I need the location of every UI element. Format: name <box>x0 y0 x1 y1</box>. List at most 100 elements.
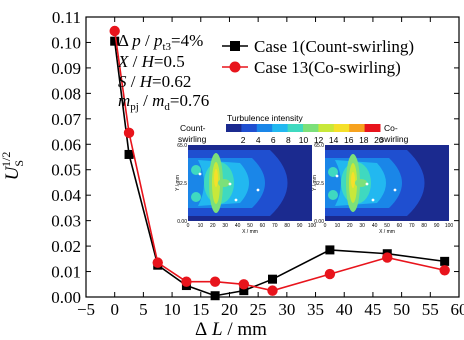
inset-x-tick-left: 90 <box>297 223 303 229</box>
annotation-mass-ratio: mpj / md=0.76 <box>118 91 209 113</box>
data-point-case1 <box>210 291 220 301</box>
co-swirling-label-line1: Co- <box>384 123 398 133</box>
colorbar-tick-label: 12 <box>314 135 324 145</box>
inset-x-axis-label-left: X / mm <box>242 229 258 235</box>
colorbar-tick-label: 8 <box>286 135 291 145</box>
colorbar-tick-label: 2 <box>241 135 246 145</box>
x-tick-label: 50 <box>393 300 410 319</box>
contour-panel-co-swirling <box>325 145 449 221</box>
data-point-case13 <box>267 285 278 296</box>
x-tick-label: 35 <box>307 300 324 319</box>
co-swirling-label-line2: swirling <box>380 134 409 144</box>
legend-label-case1: Case 1(Count-swirling) <box>254 37 414 56</box>
data-point-case1 <box>239 286 249 296</box>
axes: −5 0 5 10 15 20 25 30 35 40 45 50 55 600.000.010.020.… <box>51 8 464 319</box>
colorbar-title: Turbulence intensity <box>227 113 304 123</box>
x-tick-label: 45 <box>364 300 381 319</box>
y-tick-label: 0.09 <box>51 59 81 78</box>
x-tick-label: 5 <box>139 300 148 319</box>
legend-marker-case1 <box>230 41 240 51</box>
x-tick-label: 10 <box>164 300 181 319</box>
data-point-case1 <box>325 245 335 255</box>
colorbar-tick-label: 4 <box>256 135 261 145</box>
y-tick-label: 0.00 <box>51 288 81 307</box>
x-tick-label: 20 <box>221 300 238 319</box>
y-tick-label: 0.08 <box>51 84 81 103</box>
series-layer <box>109 25 450 301</box>
inset-y-tick-left: 65.0 <box>177 143 187 149</box>
colorbar-swatch <box>303 124 319 132</box>
inset-x-tick-left: 20 <box>210 223 216 229</box>
inset-x-tick-right: 10 <box>335 223 341 229</box>
colorbar-tick-label: 6 <box>271 135 276 145</box>
inset-x-tick-right: 70 <box>409 223 415 229</box>
data-point-case13 <box>238 279 250 290</box>
colorbar-swatch <box>333 124 350 132</box>
count-swirling-label-line2: swirling <box>178 134 207 144</box>
data-point-case13 <box>123 127 135 139</box>
inset-y-tick-left: 32.5 <box>177 181 187 187</box>
colorbar-tick-label: 18 <box>359 135 369 145</box>
data-point-case13 <box>382 252 393 263</box>
x-axis-label: Δ L / mm <box>195 319 267 340</box>
colorbar-tick-label: 14 <box>329 135 339 145</box>
y-tick-label: 0.01 <box>51 263 81 282</box>
inset-y-axis-label-right: Y / mm <box>312 175 318 191</box>
inset-y-tick-right: 0.00 <box>314 219 324 225</box>
count-swirling-label-line1: Count- <box>180 123 206 133</box>
data-point-case1 <box>110 36 120 46</box>
inset-x-tick-left: 80 <box>284 223 290 229</box>
y-tick-label: 0.04 <box>51 186 81 205</box>
inset-x-tick-left: 30 <box>222 223 228 229</box>
colorbar-swatch <box>226 124 242 132</box>
x-tick-label: −5 <box>77 300 95 319</box>
legend-marker-case13 <box>229 61 241 73</box>
inset-x-tick-right: 0 <box>324 223 327 229</box>
data-point-case13 <box>439 265 450 276</box>
colorbar: 2 4 6 8 10 12 14 16 18 20 <box>226 124 384 145</box>
inset-y-axis-label-left: Y / mm <box>175 175 181 191</box>
data-point-case13 <box>324 268 336 280</box>
annotation-pressure-ratio: Δ p / pt3=4% <box>118 31 203 53</box>
inset-x-tick-right: 100 <box>445 223 454 229</box>
data-point-case13 <box>209 276 221 287</box>
plot-frame <box>85 16 460 298</box>
data-point-case13 <box>109 25 120 37</box>
data-point-case1 <box>268 274 277 284</box>
colorbar-swatch <box>364 124 381 132</box>
series-line-1 <box>113 41 445 297</box>
legend-label-case13: Case 13(Co-swirling) <box>254 58 401 77</box>
colorbar-swatch <box>318 124 335 132</box>
x-tick-label: 25 <box>250 300 267 319</box>
colorbar-swatch <box>256 124 273 132</box>
inset-x-tick-right: 40 <box>372 223 378 229</box>
inset-x-tick-right: 20 <box>347 223 353 229</box>
x-tick-label: 55 <box>422 300 439 319</box>
inset-x-tick-right: 50 <box>384 223 390 229</box>
inset-x-tick-right: 30 <box>359 223 365 229</box>
data-point-case13 <box>181 276 192 287</box>
y-tick-label: 0.07 <box>51 110 81 129</box>
colorbar-tick-label: 10 <box>299 135 309 145</box>
inset-x-axis-label-right: X / mm <box>379 229 395 235</box>
y-tick-label: 0.10 <box>51 33 81 52</box>
data-point-case1 <box>440 256 450 266</box>
series-line-2 <box>113 30 445 292</box>
inset-x-tick-left: 60 <box>260 223 266 229</box>
annotation-x-over-h: X / H=0.5 <box>117 52 185 71</box>
x-tick-label: 15 <box>192 300 209 319</box>
y-tick-label: 0.11 <box>52 8 81 27</box>
y-tick-label: 0.06 <box>51 135 81 154</box>
colorbar-swatch <box>241 124 258 132</box>
inset-y-tick-right: 65.0 <box>314 143 324 149</box>
data-point-case13 <box>152 257 163 268</box>
data-point-case1 <box>124 149 134 159</box>
inset-x-tick-right: 90 <box>434 223 440 229</box>
x-tick-label: 40 <box>336 300 353 319</box>
parameter-annotations: Δ p / pt3=4% X / H=0.5 S / H=0.62 mpj / … <box>117 31 209 113</box>
x-tick-label: 0 <box>110 300 119 319</box>
y-axis-label: US1/2 <box>0 152 26 181</box>
inset-x-tick-left: 50 <box>247 223 253 229</box>
y-tick-label: 0.03 <box>51 212 81 231</box>
